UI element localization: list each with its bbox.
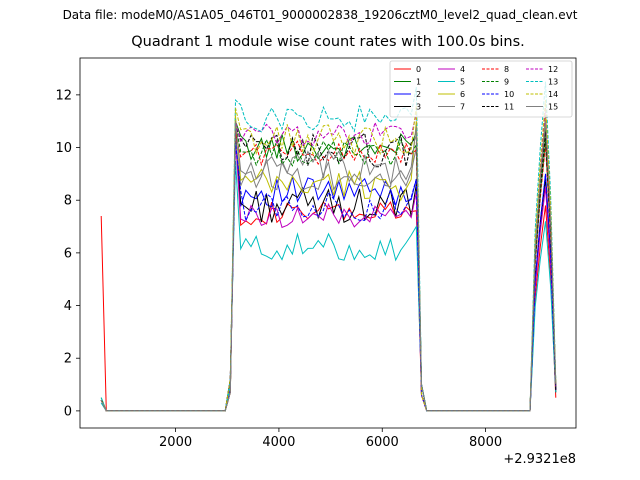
plot-area [80, 58, 576, 428]
y-tick-label: 0 [64, 404, 72, 419]
y-tick-label: 6 [64, 246, 72, 261]
legend-label-7: 7 [460, 103, 465, 112]
y-tick-label: 10 [55, 141, 72, 156]
legend-label-5: 5 [460, 78, 465, 87]
series-layer [100, 81, 557, 412]
legend-label-2: 2 [416, 90, 421, 99]
legend-label-8: 8 [504, 65, 509, 74]
legend-label-11: 11 [504, 103, 514, 112]
x-tick-label: 4000 [262, 435, 295, 450]
plot-background [80, 58, 576, 428]
legend-label-13: 13 [548, 78, 558, 87]
legend-label-3: 3 [416, 103, 421, 112]
figure-suptitle: Data file: modeM0/AS1A05_046T01_90000028… [62, 8, 578, 22]
y-tick-label: 8 [64, 194, 72, 209]
y-tick-label: 12 [55, 88, 72, 103]
legend-label-10: 10 [504, 90, 514, 99]
y-tick-label: 4 [64, 299, 72, 314]
x-tick-label: 8000 [469, 435, 502, 450]
series-line-15 [100, 121, 557, 412]
legend-label-12: 12 [548, 65, 558, 74]
chart-title: Quadrant 1 module wise count rates with … [131, 34, 525, 50]
axes-frame [79, 57, 577, 429]
x-axis-offset-label: +2.9321e8 [503, 452, 576, 467]
legend-label-1: 1 [416, 78, 421, 87]
legend-label-9: 9 [504, 78, 509, 87]
legend-label-0: 0 [416, 65, 421, 74]
legend-label-4: 4 [460, 65, 465, 74]
legend-label-6: 6 [460, 90, 465, 99]
y-tick-label: 2 [64, 352, 72, 367]
legend-label-15: 15 [548, 103, 558, 112]
x-tick-label: 2000 [159, 435, 192, 450]
x-tick-label: 6000 [366, 435, 399, 450]
legend-box [389, 60, 573, 118]
legend-label-14: 14 [548, 90, 558, 99]
